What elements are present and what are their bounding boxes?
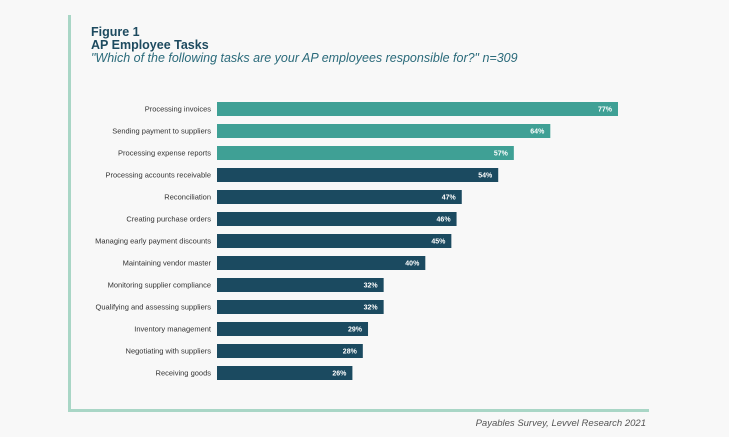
bar (217, 212, 457, 226)
bar (217, 300, 384, 314)
data-label: 77% (598, 107, 613, 114)
category-label: Processing invoices (145, 105, 212, 114)
data-label: 40% (405, 261, 420, 268)
source-footer: Payables Survey, Levvel Research 2021 (475, 418, 646, 429)
data-label: 32% (364, 305, 379, 312)
chart-subtitle: "Which of the following tasks are your A… (91, 51, 518, 65)
data-label: 64% (530, 129, 545, 136)
category-label: Processing expense reports (118, 149, 211, 158)
category-label: Inventory management (134, 325, 212, 334)
data-label: 46% (437, 217, 452, 224)
category-label: Reconciliation (164, 193, 211, 202)
figure-label: Figure 1 (91, 25, 140, 39)
category-label: Negotiating with suppliers (126, 347, 212, 356)
chart-title: AP Employee Tasks (91, 38, 209, 52)
category-label: Qualifying and assessing suppliers (96, 303, 212, 312)
data-label: 57% (494, 151, 509, 158)
category-label: Monitoring supplier compliance (108, 281, 211, 290)
bar (217, 146, 514, 160)
bar (217, 168, 499, 182)
data-label: 54% (478, 173, 493, 180)
category-label: Sending payment to suppliers (112, 127, 211, 136)
data-label: 45% (431, 239, 446, 246)
bar (217, 322, 369, 336)
data-label: 28% (343, 349, 358, 356)
category-label: Maintaining vendor master (123, 259, 212, 268)
category-label: Receiving goods (156, 369, 212, 378)
bar (217, 366, 353, 380)
bar (217, 344, 363, 358)
bar (217, 124, 551, 138)
bar (217, 278, 384, 292)
data-label: 47% (442, 195, 457, 202)
category-label: Managing early payment discounts (95, 237, 211, 246)
category-label: Processing accounts receivable (106, 171, 211, 180)
category-label: Creating purchase orders (126, 215, 211, 224)
figure-frame (68, 15, 649, 412)
data-label: 29% (348, 327, 363, 334)
bar (217, 190, 462, 204)
data-label: 32% (364, 283, 379, 290)
bar (217, 102, 618, 116)
bar (217, 256, 426, 270)
bar (217, 234, 452, 248)
data-label: 26% (332, 371, 347, 378)
